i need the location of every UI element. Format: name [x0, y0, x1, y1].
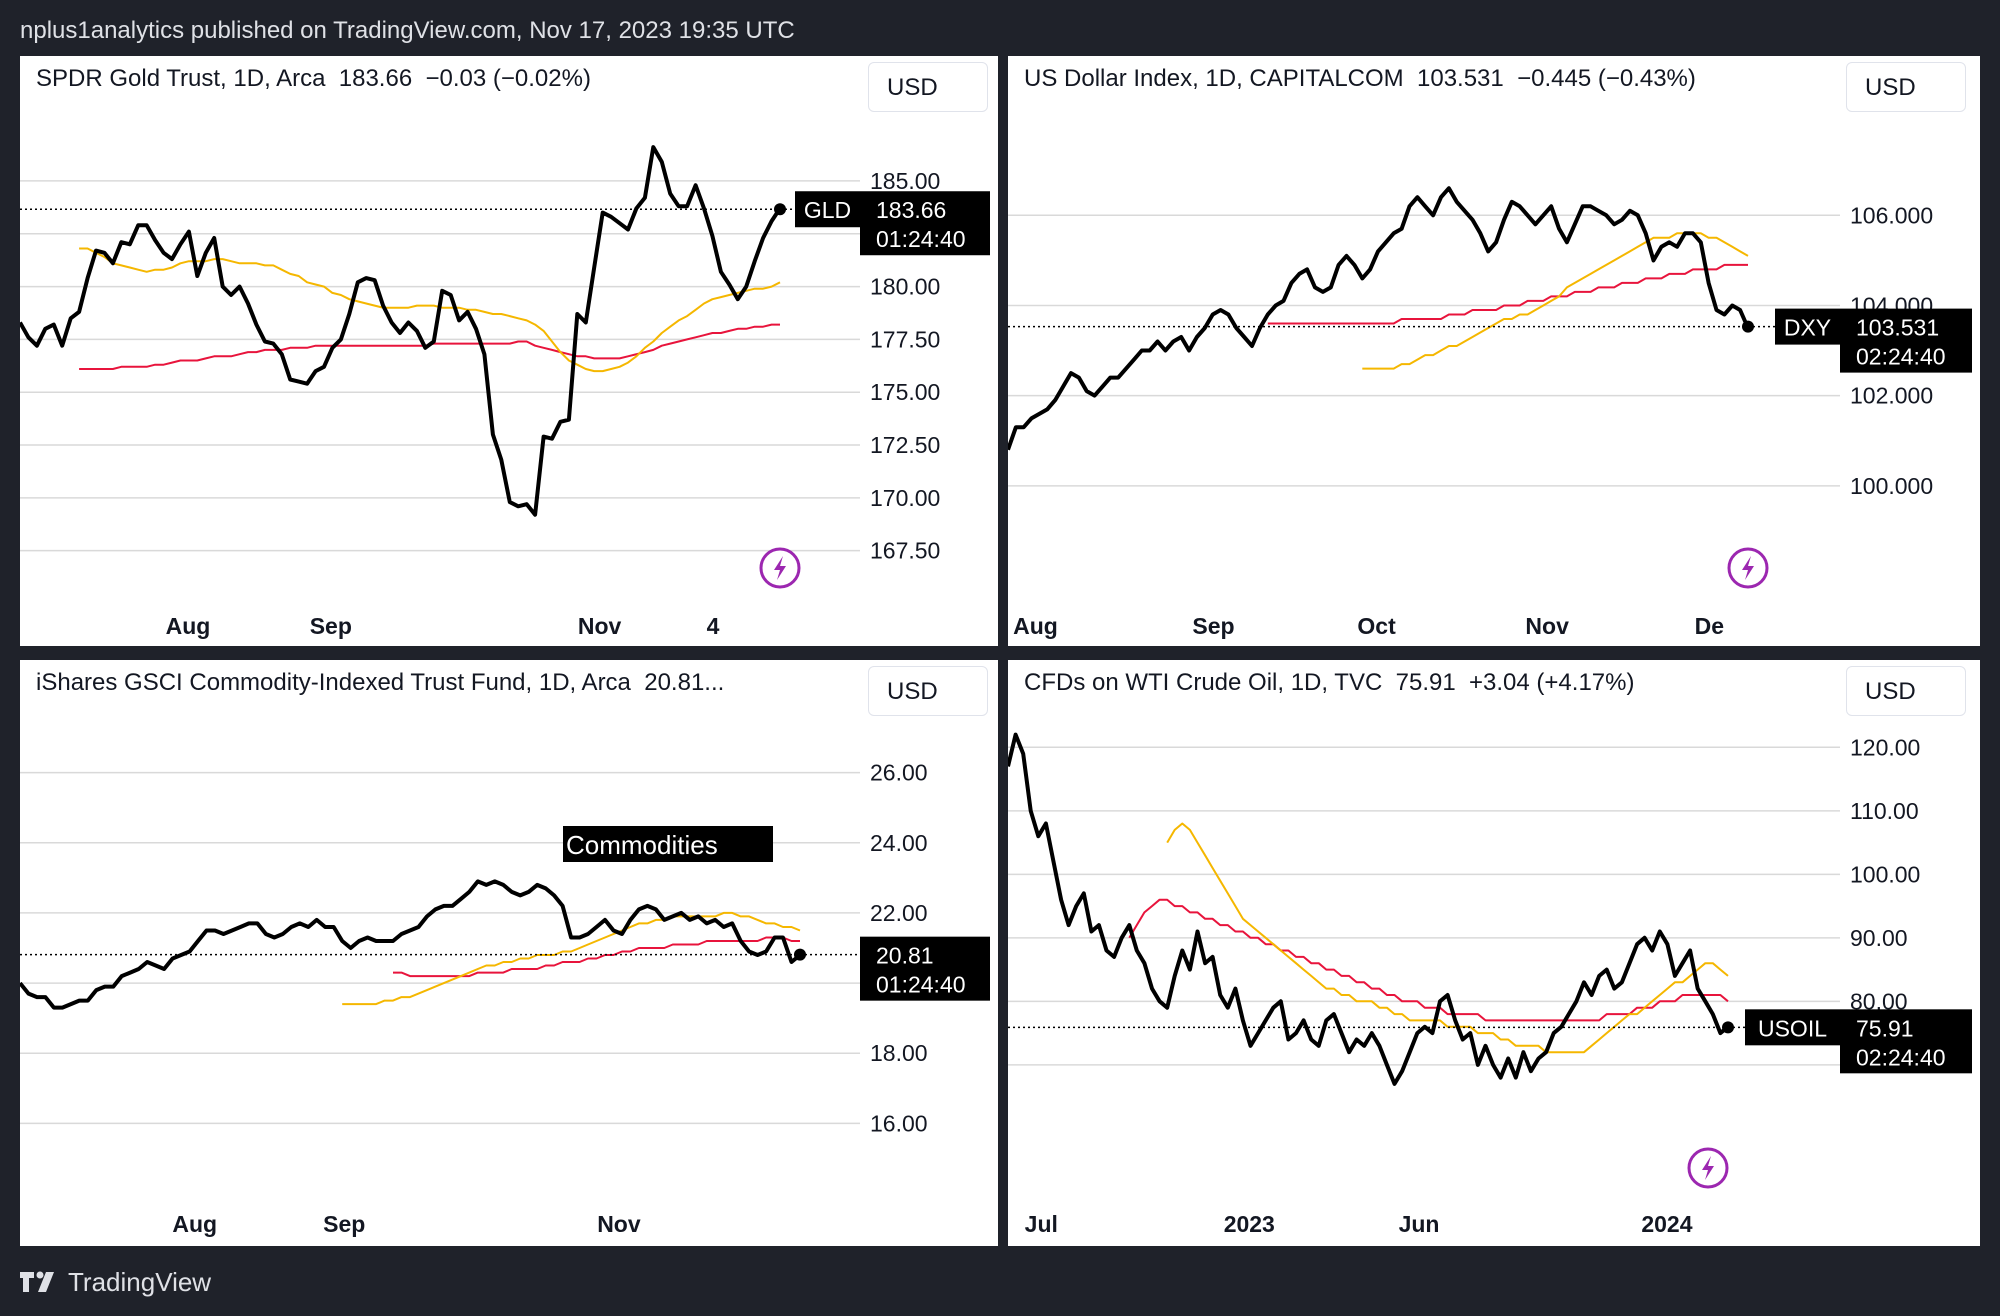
gld-countdown-text: 01:24:40 — [876, 226, 966, 252]
gld-y-tick: 177.50 — [870, 326, 940, 352]
tradingview-logo-icon — [20, 1271, 54, 1292]
gsg-price-text: 20.81 — [876, 943, 934, 969]
dxy-x-tick: Nov — [1525, 613, 1569, 639]
gsg-x-tick: Aug — [172, 1211, 217, 1237]
gsg-currency-button[interactable]: USD — [868, 666, 988, 716]
dxy-x-tick: Aug — [1013, 613, 1058, 639]
gsg-y-tick: 18.00 — [870, 1040, 928, 1066]
usoil-y-tick: 90.00 — [1850, 925, 1908, 951]
dxy-price-tag — [1840, 308, 1972, 373]
chart-panel-usoil[interactable]: 120.00110.00100.0090.0080.0070.00Jul2023… — [1008, 660, 1980, 1246]
usoil-ticker-tag — [1745, 1009, 1840, 1046]
gsg-annotation-text: Commodities — [566, 830, 718, 860]
gsg-countdown-text: 01:24:40 — [876, 972, 966, 998]
gld-x-tick: 4 — [707, 613, 720, 639]
dxy-y-tick: 100.000 — [1850, 473, 1933, 499]
gld-y-tick: 175.00 — [870, 379, 940, 405]
dxy-price-text: 103.531 — [1856, 315, 1939, 341]
dxy-ticker-text: DXY — [1784, 315, 1831, 341]
usoil-price-line — [1008, 732, 1730, 1086]
usoil-currency-button[interactable]: USD — [1846, 666, 1966, 716]
gld-ticker-tag — [795, 191, 860, 228]
gld-y-tick: 180.00 — [870, 274, 940, 300]
gld-price-line — [20, 145, 782, 517]
dxy-title: US Dollar Index, 1D, CAPITALCOM 103.531 … — [1024, 65, 1696, 92]
dxy-x-tick: Oct — [1357, 613, 1396, 639]
gsg-price-tag — [860, 936, 990, 1001]
gld-title: SPDR Gold Trust, 1D, Arca 183.66 −0.03 (… — [36, 65, 591, 92]
chart-panel-gld[interactable]: 185.00182.50180.00177.50175.00172.50170.… — [20, 56, 998, 646]
footer: TradingView — [20, 1266, 211, 1298]
dxy-x-tick: Sep — [1192, 613, 1234, 639]
footer-brand: TradingView — [68, 1267, 212, 1297]
gsg-y-tick: 26.00 — [870, 760, 928, 786]
usoil-chart-svg: 120.00110.00100.0090.0080.0070.00Jul2023… — [1008, 732, 1972, 1237]
gsg-last-point — [794, 948, 806, 961]
gld-chart-svg: 185.00182.50180.00177.50175.00172.50170.… — [20, 145, 990, 639]
gsg-chart-svg: 26.0024.0022.0020.0018.0016.00AugSepNov2… — [20, 760, 990, 1237]
chart-panel-gsg[interactable]: 26.0024.0022.0020.0018.0016.00AugSepNov2… — [20, 660, 998, 1246]
gsg-y-tick: 22.00 — [870, 900, 928, 926]
usoil-y-tick: 100.00 — [1850, 861, 1920, 887]
gsg-y-tick: 24.00 — [870, 830, 928, 856]
dxy-x-tick: De — [1695, 613, 1724, 639]
gsg-ma-slow-line — [393, 936, 800, 978]
gsg-ma-fast-line — [342, 911, 801, 1006]
usoil-x-tick: 2024 — [1641, 1211, 1692, 1237]
usoil-countdown-text: 02:24:40 — [1856, 1044, 1946, 1070]
usoil-title: CFDs on WTI Crude Oil, 1D, TVC 75.91 +3.… — [1024, 669, 1635, 696]
gld-y-tick: 167.50 — [870, 538, 940, 564]
dxy-price-line — [1008, 186, 1750, 451]
usoil-y-tick: 110.00 — [1850, 798, 1919, 824]
chart-panel-dxy[interactable]: 106.000 104.000 102.000 100.000 Aug Sep Oct Nov… — [1008, 56, 1980, 646]
usoil-x-tick: Jun — [1399, 1211, 1440, 1237]
usoil-last-point — [1722, 1021, 1734, 1034]
gld-y-tick: 172.50 — [870, 432, 940, 458]
dxy-countdown-text: 02:24:40 — [1856, 344, 1946, 370]
gsg-price-line — [20, 879, 802, 1010]
dxy-y-tick: 102.000 — [1850, 383, 1933, 409]
dxy-ma-slow-line — [1267, 263, 1748, 325]
gsg-y-tick: 16.00 — [870, 1110, 928, 1136]
usoil-x-tick: Jul — [1025, 1211, 1058, 1237]
gld-y-tick: 170.00 — [870, 485, 940, 511]
dxy-y-tick: 106.000 — [1850, 202, 1933, 228]
gld-x-tick: Sep — [310, 613, 352, 639]
gld-currency-button[interactable]: USD — [868, 62, 988, 112]
dxy-ticker-tag — [1775, 308, 1840, 345]
usoil-ma-fast-line — [1166, 822, 1729, 1054]
gld-y-tick: 185.00 — [870, 168, 940, 194]
usoil-ma-slow-line — [1128, 898, 1729, 1022]
gld-ticker-text: GLD — [804, 197, 851, 223]
gld-ma-fast-line — [79, 247, 781, 373]
gld-x-tick: Nov — [578, 613, 622, 639]
gsg-x-tick: Sep — [323, 1211, 365, 1237]
usoil-price-text: 75.91 — [1856, 1015, 1914, 1041]
gld-last-point — [774, 203, 786, 216]
gsg-title: iShares GSCI Commodity-Indexed Trust Fun… — [36, 669, 725, 696]
usoil-lightning-bolt — [1702, 1156, 1714, 1180]
gld-x-tick: Aug — [166, 613, 211, 639]
dxy-last-point — [1742, 320, 1754, 333]
usoil-x-tick: 2023 — [1224, 1211, 1275, 1237]
gld-price-tag — [860, 191, 990, 256]
usoil-price-tag — [1840, 1009, 1972, 1074]
dxy-currency-button[interactable]: USD — [1846, 62, 1966, 112]
usoil-y-tick: 120.00 — [1850, 734, 1920, 760]
gsg-x-tick: Nov — [597, 1211, 641, 1237]
gld-price-text: 183.66 — [876, 197, 946, 223]
gld-lightning-bolt — [774, 556, 786, 580]
dxy-lightning-bolt — [1742, 556, 1754, 580]
publish-header: nplus1analytics published on TradingView… — [20, 17, 795, 44]
gsg-annotation-box — [563, 826, 773, 862]
dxy-ma-fast-line — [1362, 232, 1749, 370]
usoil-ticker-text: USOIL — [1758, 1015, 1827, 1041]
